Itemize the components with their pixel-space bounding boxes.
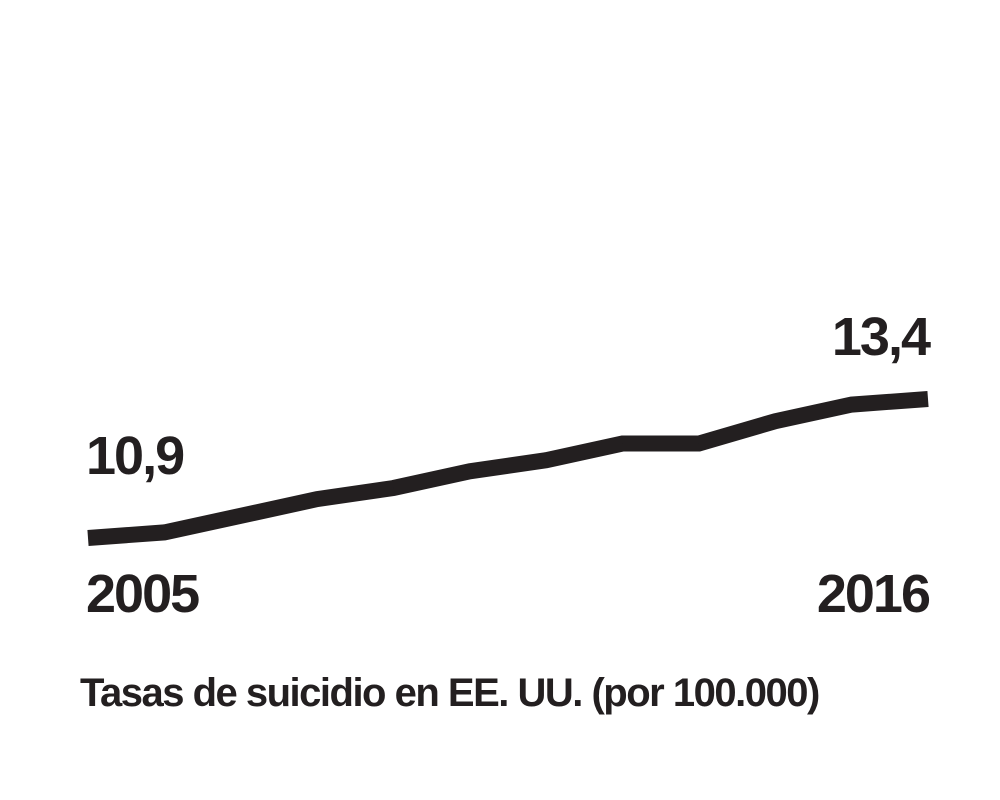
x-tick-label-start: 2005 [86, 564, 199, 624]
series-line [87, 391, 929, 546]
x-tick-label-end: 2016 [817, 564, 930, 624]
chart-title: Tasas de suicidio en EE. UU. (por 100.00… [80, 671, 819, 715]
end-value-label: 13,4 [832, 307, 931, 367]
start-value-label: 10,9 [86, 426, 184, 486]
series-layer [87, 391, 929, 546]
